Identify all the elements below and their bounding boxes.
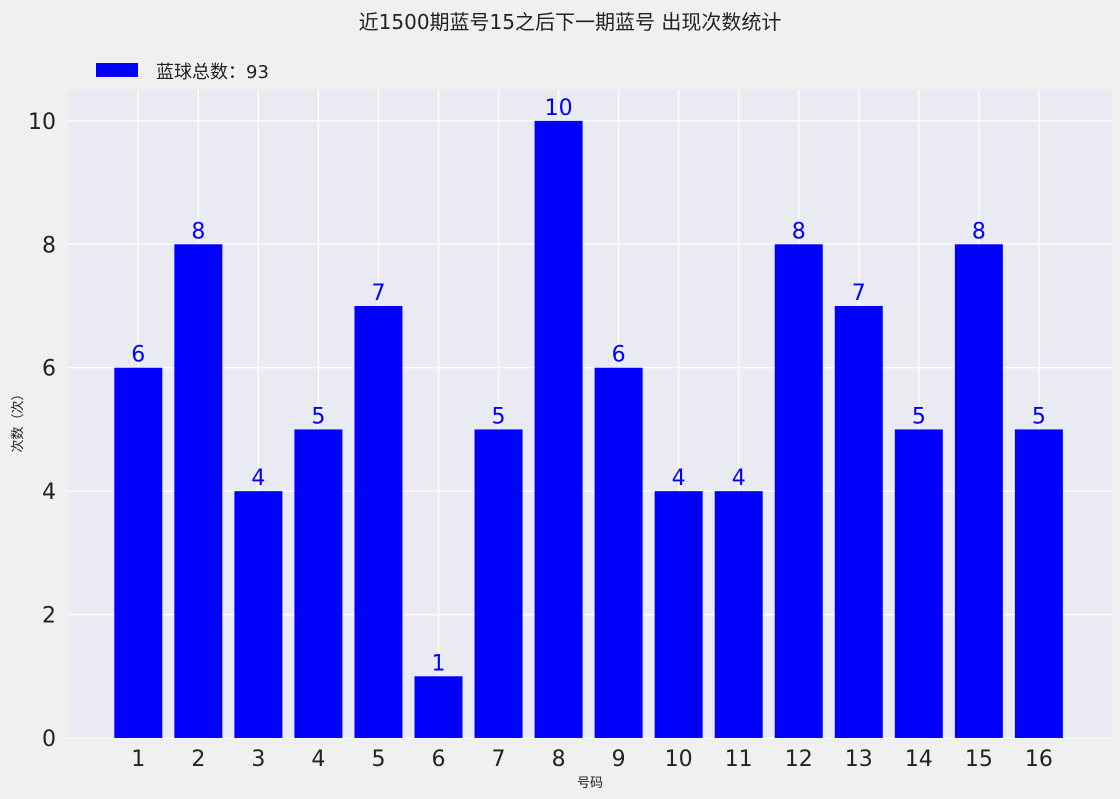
data-label-13: 7 (852, 281, 866, 306)
bar-5 (354, 306, 403, 738)
bar-16 (1014, 429, 1063, 738)
y-tick-label: 10 (28, 110, 56, 135)
data-label-7: 5 (492, 404, 506, 429)
x-tick-label: 16 (1025, 747, 1053, 772)
x-tick-label: 5 (371, 747, 385, 772)
x-tick-label: 4 (311, 747, 325, 772)
y-tick-label: 4 (42, 480, 56, 505)
x-tick-label: 6 (432, 747, 446, 772)
legend-swatch (96, 63, 138, 77)
bar-4 (294, 429, 343, 738)
bar-12 (774, 244, 823, 739)
bar-14 (894, 429, 943, 738)
bar-10 (654, 491, 703, 738)
x-tick-label: 1 (131, 747, 145, 772)
data-labels: 6 8 4 5 7 1 5 10 6 4 4 8 7 5 8 5 (131, 96, 1046, 676)
data-label-1: 6 (131, 343, 145, 368)
bar-11 (714, 491, 763, 738)
y-tick-label: 8 (42, 233, 56, 258)
x-tick-label: 7 (492, 747, 506, 772)
chart-title: 近1500期蓝号15之后下一期蓝号 出现次数统计 (359, 10, 782, 34)
x-tick-label: 13 (845, 747, 873, 772)
bar-9 (594, 367, 643, 738)
data-label-6: 1 (432, 651, 446, 676)
x-tick-label: 9 (612, 747, 626, 772)
legend-label: 蓝球总数：93 (156, 62, 269, 83)
x-tick-label: 15 (965, 747, 993, 772)
data-label-14: 5 (912, 404, 926, 429)
bar-2 (174, 244, 223, 739)
bars (114, 120, 1063, 739)
x-tick-label: 10 (665, 747, 693, 772)
x-tick-label: 8 (552, 747, 566, 772)
data-label-15: 8 (972, 219, 986, 244)
bar-15 (954, 244, 1003, 739)
x-tick-label: 2 (191, 747, 205, 772)
y-tick-label: 6 (42, 357, 56, 382)
data-label-9: 6 (612, 343, 626, 368)
data-label-4: 5 (311, 404, 325, 429)
y-axis-ticks: 0 2 4 6 8 10 (28, 110, 56, 752)
bar-6 (414, 676, 463, 738)
x-axis-label: 号码 (577, 776, 603, 791)
bar-3 (234, 491, 283, 738)
bar-13 (834, 306, 883, 738)
data-label-5: 7 (371, 281, 385, 306)
legend: 蓝球总数：93 (96, 62, 269, 83)
data-label-11: 4 (732, 466, 746, 491)
data-label-12: 8 (792, 219, 806, 244)
x-tick-label: 3 (251, 747, 265, 772)
bar-1 (114, 367, 163, 738)
y-axis-label: 次数（次） (10, 387, 26, 452)
bar-7 (474, 429, 523, 738)
data-label-16: 5 (1032, 404, 1046, 429)
data-label-8: 10 (545, 96, 573, 121)
x-tick-label: 11 (725, 747, 753, 772)
y-tick-label: 2 (42, 604, 56, 629)
x-axis-ticks: 1 2 3 4 5 6 7 8 9 10 11 12 13 14 15 16 (131, 747, 1053, 772)
x-tick-label: 12 (785, 747, 813, 772)
x-tick-label: 14 (905, 747, 933, 772)
data-label-3: 4 (251, 466, 265, 491)
bar-8 (534, 120, 583, 739)
y-tick-label: 0 (42, 727, 56, 752)
data-label-10: 4 (672, 466, 686, 491)
data-label-2: 8 (191, 219, 205, 244)
